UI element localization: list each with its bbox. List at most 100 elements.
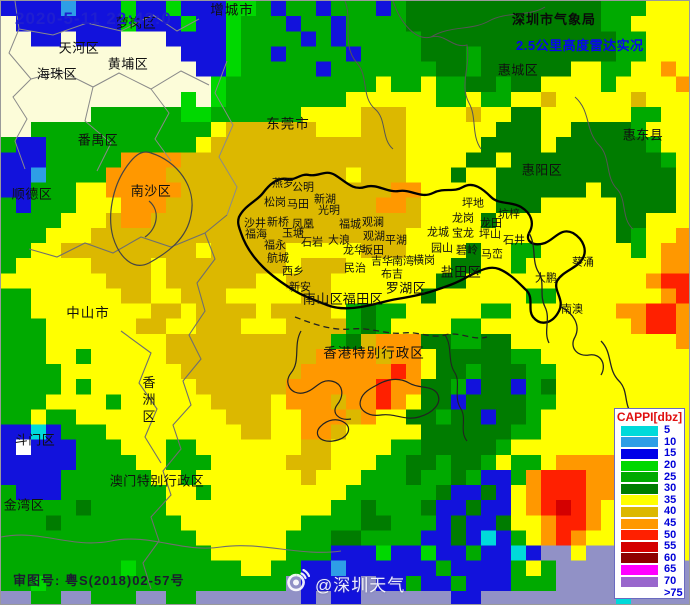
place-label: 坪山 [479, 228, 501, 241]
place-label: 海珠区 [36, 66, 78, 82]
place-label: 石井 [503, 234, 525, 247]
legend-swatch [621, 553, 658, 564]
legend-swatch [621, 518, 658, 529]
place-label: 碧岭 [456, 244, 478, 257]
place-label: 惠城区 [497, 62, 539, 78]
place-label: 西乡 [282, 265, 304, 278]
place-label: 萝岗区 [115, 15, 157, 31]
place-label: 葵涌 [572, 256, 594, 269]
watermark-text: @深圳天气 [315, 575, 406, 595]
legend-value: 10 [664, 435, 677, 448]
legend-value: 50 [664, 528, 677, 541]
legend-entry: 70 [615, 576, 684, 588]
legend-value: >75 [664, 586, 683, 599]
place-label: 盐田区 [440, 264, 482, 280]
legend-swatch [621, 588, 658, 599]
legend-value: 65 [664, 563, 677, 576]
legend-entry: >75 [615, 587, 684, 599]
place-label: 福永 [264, 239, 286, 252]
place-label: 公明 [292, 181, 314, 194]
legend-entry: 15 [615, 448, 684, 460]
agency-name: 深圳市气象局 [512, 12, 597, 27]
place-label: 大浪 [328, 234, 350, 247]
place-label: 南澳 [561, 303, 583, 316]
place-label: 平湖 [385, 234, 407, 247]
place-label: 观澜 [362, 216, 384, 229]
place-label: 澳门特别行政区 [109, 473, 205, 489]
place-label: 龙城 [427, 226, 449, 239]
place-label: 园山 [431, 242, 453, 255]
place-label: 罗湖区 [385, 280, 427, 296]
place-label: 玉塘 [282, 227, 304, 240]
place-label: 龙岗 [452, 212, 474, 225]
place-label: 坂田 [362, 244, 384, 257]
place-label: 番禺区 [77, 132, 119, 148]
legend-value: 60 [664, 551, 677, 564]
place-label: 顺德区 [11, 186, 53, 202]
legend-swatch [621, 448, 658, 459]
legend-swatch [621, 437, 658, 448]
place-label: 龙华 [343, 244, 365, 257]
place-label: 东莞市 [266, 116, 310, 132]
watermark: @深圳天气 [285, 568, 406, 597]
place-label: 观湖 [363, 230, 385, 243]
legend-title: CAPPI[dbz] [616, 410, 683, 424]
place-label: 南沙区 [130, 183, 172, 199]
legend-value: 40 [664, 505, 677, 518]
place-label: 凤凰 [292, 218, 314, 231]
place-label: 龙田 [480, 217, 502, 230]
product-title: 2.5公里高度雷达实况 [516, 38, 644, 53]
place-label: 惠东县 [622, 127, 664, 143]
legend-value: 35 [664, 493, 677, 506]
place-label: 燕罗 [272, 177, 294, 190]
legend-swatch [621, 564, 658, 575]
legend-swatch [621, 460, 658, 471]
legend-entry: 45 [615, 518, 684, 530]
place-label: 新桥 [267, 216, 289, 229]
place-label: 南湾 [392, 255, 414, 268]
place-label: 新湖 [314, 193, 336, 206]
legend-entry: 55 [615, 541, 684, 553]
legend-swatch [621, 483, 658, 494]
legend-value: 25 [664, 470, 677, 483]
map-license-number: 审图号: 粤S(2018)02-57号 [13, 573, 185, 588]
legend-value: 30 [664, 482, 677, 495]
place-label: 马田 [287, 198, 309, 211]
place-label: 金湾区 [3, 497, 45, 513]
place-label: 航城 [267, 252, 289, 265]
legend-entry: 30 [615, 483, 684, 495]
place-label: 福田区 [342, 291, 384, 307]
legend-entry: 50 [615, 529, 684, 541]
legend-value: 15 [664, 447, 677, 460]
place-label: 福城 [339, 218, 361, 231]
weibo-icon [285, 568, 311, 597]
legend-swatch [621, 541, 658, 552]
legend-entry: 5 [615, 425, 684, 437]
legend-swatch [621, 425, 658, 436]
place-label: 民治 [344, 262, 366, 275]
place-label: 香港特别行政区 [323, 345, 425, 361]
legend-value: 5 [664, 424, 671, 437]
legend-value: 70 [664, 575, 677, 588]
place-label: 宝龙 [452, 227, 474, 240]
legend-entry: 20 [615, 460, 684, 472]
place-label: 黄埔区 [107, 56, 149, 72]
place-label: 香洲区 [140, 375, 156, 427]
legend-swatch [621, 472, 658, 483]
reflectivity-legend: CAPPI[dbz] 5 10 15 20 25 30 35 40 45 50 55 60 65 70 >7… [614, 408, 685, 599]
legend-value: 55 [664, 540, 677, 553]
legend-rows: 5 10 15 20 25 30 35 40 45 50 55 60 65 70 >75 [615, 425, 684, 599]
legend-entry: 60 [615, 551, 684, 565]
place-label: 沙井 [244, 217, 266, 230]
place-label: 斗门区 [14, 432, 56, 448]
legend-swatch [621, 495, 658, 506]
place-label: 惠阳区 [521, 162, 563, 178]
place-label: 大鹏 [535, 272, 557, 285]
legend-entry: 65 [615, 564, 684, 576]
legend-value: 20 [664, 459, 677, 472]
place-label: 福海 [245, 228, 267, 241]
place-label: 南山区 [302, 291, 344, 307]
place-label: 坑梓 [498, 208, 520, 221]
place-label: 增城市 [210, 2, 254, 18]
